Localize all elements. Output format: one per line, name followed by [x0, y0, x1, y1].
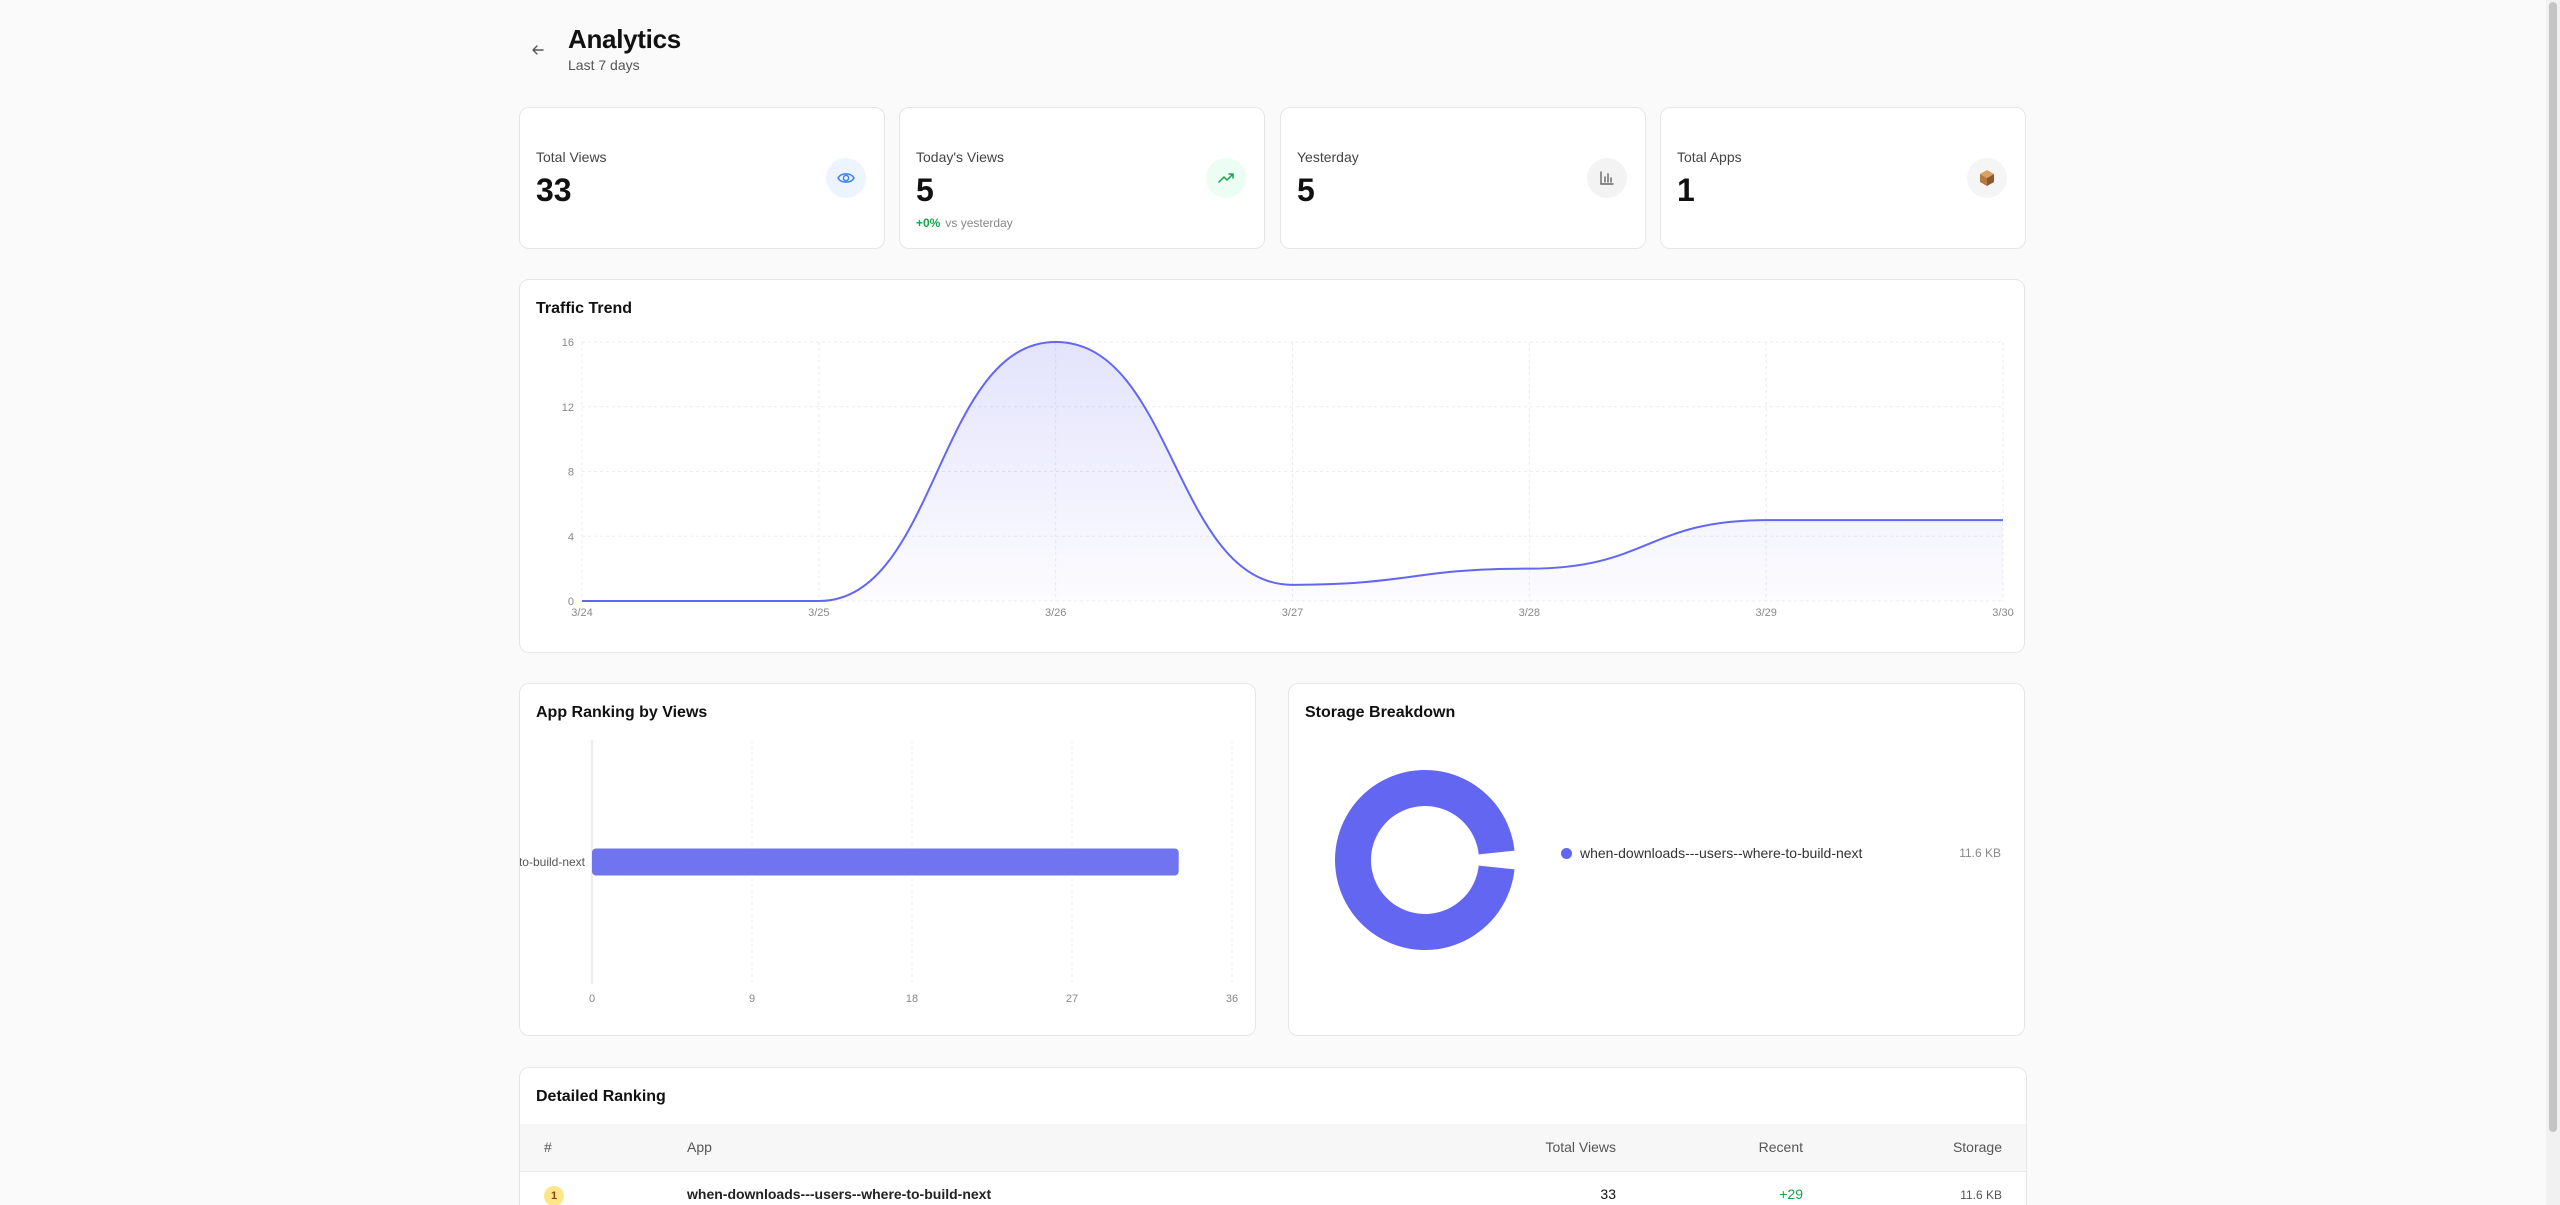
- app-ranking-card: App Ranking by Views 0 9 18 27 36 re-to-build…: [519, 683, 1256, 1036]
- y-category-label: re-to-build-next: [520, 855, 586, 869]
- stat-card-yesterday: Yesterday 5: [1280, 107, 1646, 249]
- change-text: vs yesterday: [945, 216, 1013, 230]
- x-tick-label: 3/25: [808, 607, 829, 619]
- legend-size: 11.6 KB: [1959, 846, 2001, 860]
- x-tick-label: 3/30: [1992, 607, 2013, 619]
- x-tick-label: 3/28: [1519, 607, 1540, 619]
- stat-change: +0% vs yesterday: [916, 216, 1013, 230]
- column-header-app: App: [687, 1139, 712, 1155]
- x-tick-label: 9: [749, 993, 755, 1005]
- trending-up-icon: [1206, 158, 1246, 198]
- app-ranking-title: App Ranking by Views: [536, 704, 708, 721]
- y-tick-label: 8: [568, 467, 574, 479]
- column-header-recent: Recent: [1758, 1139, 1803, 1155]
- table-row[interactable]: 1 when-downloads---users--where-to-build…: [520, 1172, 2026, 1205]
- x-tick-label: 3/24: [571, 607, 592, 619]
- x-tick-label: 3/29: [1755, 607, 1776, 619]
- stat-value: 5: [1297, 172, 1315, 208]
- storage-breakdown-card: Storage Breakdown when-downloads---users…: [1288, 683, 2025, 1036]
- traffic-trend-chart: 0 4 8 12 16 3/24 3/25 3/26 3/27 3/28 3/29 3/30: [562, 337, 2014, 619]
- x-tick-label: 0: [589, 993, 595, 1005]
- traffic-trend-title: Traffic Trend: [536, 300, 633, 317]
- scrollbar-thumb[interactable]: [2549, 2, 2557, 1132]
- ranking-bar: [592, 848, 1179, 876]
- eye-icon: [826, 158, 866, 198]
- arrow-left-icon: [532, 45, 544, 55]
- app-ranking-chart: 0 9 18 27 36 re-to-build-next: [520, 740, 1238, 1005]
- detailed-ranking-card: Detailed Ranking # App Total Views Recen…: [519, 1067, 2027, 1205]
- storage-cell: 11.6 KB: [1960, 1188, 2002, 1202]
- page-title: Analytics: [568, 24, 681, 54]
- bar-chart-icon: [1587, 158, 1627, 198]
- detailed-ranking-title: Detailed Ranking: [536, 1088, 666, 1105]
- traffic-trend-card: Traffic Trend 0 4 8 12 16 3/24 3/25 3/26 3/27 3/2…: [519, 279, 2025, 653]
- stat-card-total-apps: Total Apps 1: [1660, 107, 2026, 249]
- table-header: # App Total Views Recent Storage: [520, 1124, 2026, 1172]
- donut-slice: [1335, 770, 1515, 950]
- storage-breakdown-title: Storage Breakdown: [1305, 704, 1456, 721]
- stat-label: Yesterday: [1297, 149, 1359, 165]
- legend-dot: [1561, 847, 1572, 859]
- page-scrollbar[interactable]: [2546, 0, 2560, 1205]
- x-tick-label: 27: [1066, 993, 1078, 1005]
- y-tick-label: 12: [562, 402, 574, 414]
- storage-legend-item: when-downloads---users--where-to-build-n…: [1561, 845, 2001, 861]
- column-header-total-views: Total Views: [1545, 1139, 1616, 1155]
- rank-badge: 1: [544, 1186, 564, 1205]
- recent-cell: +29: [1779, 1186, 1803, 1202]
- package-icon: [1967, 158, 2007, 198]
- y-tick-label: 16: [562, 337, 574, 349]
- stat-label: Total Views: [536, 149, 607, 165]
- legend-label: when-downloads---users--where-to-build-n…: [1580, 845, 1863, 861]
- stat-label: Total Apps: [1677, 149, 1742, 165]
- x-tick-label: 18: [906, 993, 918, 1005]
- back-button[interactable]: [526, 38, 550, 62]
- page-subtitle: Last 7 days: [568, 57, 640, 73]
- traffic-area: [582, 342, 2003, 601]
- y-tick-label: 0: [568, 596, 574, 608]
- storage-donut-chart: [1335, 770, 1515, 950]
- stat-card-total-views: Total Views 33: [519, 107, 885, 249]
- app-name: when-downloads---users--where-to-build-n…: [687, 1186, 992, 1202]
- x-tick-label: 36: [1226, 993, 1238, 1005]
- y-tick-label: 4: [568, 531, 574, 543]
- x-tick-label: 3/27: [1282, 607, 1303, 619]
- total-views-cell: 33: [1600, 1186, 1616, 1202]
- change-percentage: +0%: [916, 216, 941, 230]
- traffic-line: [582, 340, 2003, 602]
- stat-label: Today's Views: [916, 149, 1005, 165]
- x-tick-label: 3/26: [1045, 607, 1066, 619]
- page-header: Analytics Last 7 days: [519, 24, 1119, 84]
- column-header-rank: #: [544, 1139, 552, 1155]
- stat-card-todays-views: Today's Views 5 +0% vs yesterday: [899, 107, 1265, 249]
- stat-value: 33: [536, 172, 572, 208]
- stat-value: 5: [916, 172, 934, 208]
- column-header-storage: Storage: [1952, 1139, 2002, 1155]
- stat-value: 1: [1677, 172, 1695, 208]
